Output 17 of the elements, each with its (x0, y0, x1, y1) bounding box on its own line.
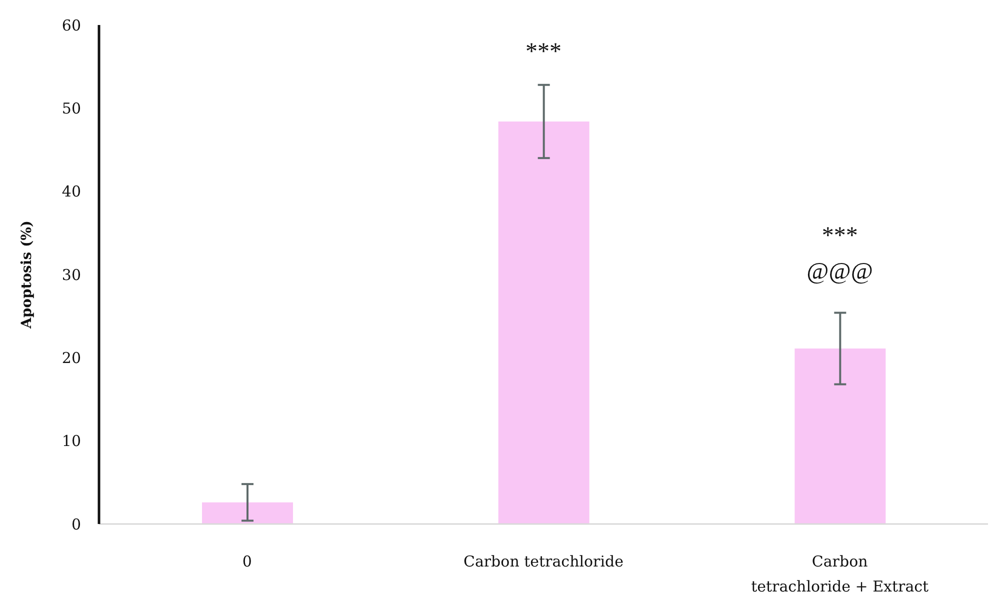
y-axis-title: Apoptosis (%) (19, 220, 35, 330)
x-tick-label: Carbon tetrachloride + Extract (751, 552, 929, 596)
bar (202, 502, 293, 524)
bar (498, 121, 590, 524)
y-tick-label: 40 (62, 182, 81, 201)
annotation: *** (822, 222, 858, 249)
annotation: *** (526, 38, 562, 65)
x-tick-label: Carbon tetrachloride (463, 552, 624, 570)
x-tick-label: 0 (242, 552, 252, 570)
y-tick-label: 20 (62, 348, 81, 367)
y-tick-label: 10 (62, 432, 81, 450)
y-tick-label: 50 (62, 99, 81, 118)
y-tick-label: 30 (62, 266, 81, 284)
y-tick-label: 0 (71, 515, 81, 534)
bar (794, 348, 886, 524)
y-tick-label: 60 (62, 16, 81, 34)
annotation: @@@ (806, 258, 873, 285)
